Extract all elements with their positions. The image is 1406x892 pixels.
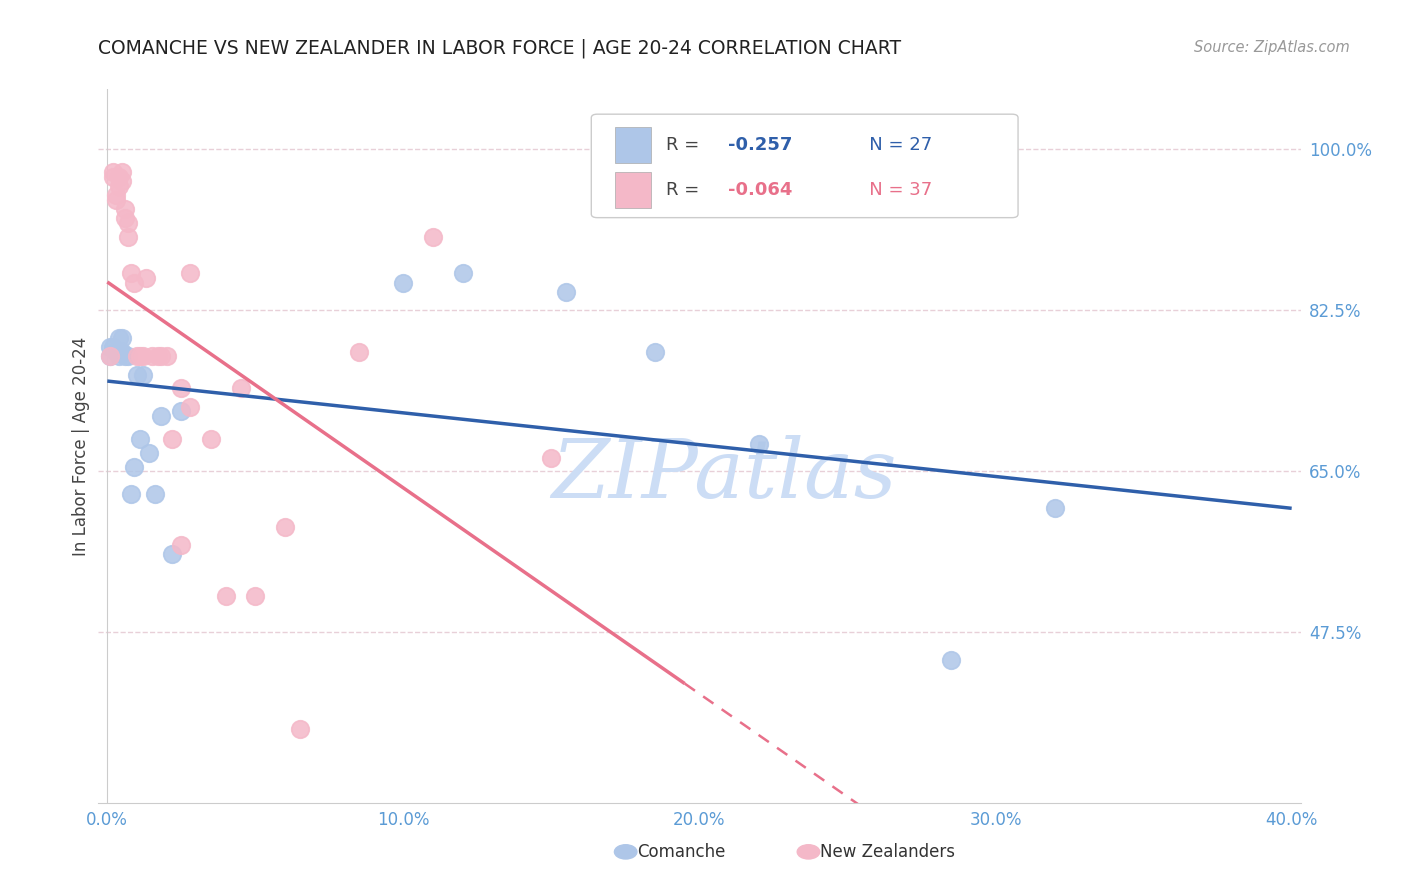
Point: [111, 344, 134, 359]
Point: [120, 487, 142, 501]
Point: [111, 174, 134, 188]
Point: [105, 193, 128, 207]
Point: [162, 432, 184, 446]
Point: [105, 344, 128, 359]
Point: [114, 202, 136, 216]
Point: [274, 519, 297, 533]
Text: COMANCHE VS NEW ZEALANDER IN LABOR FORCE | AGE 20-24 CORRELATION CHART: COMANCHE VS NEW ZEALANDER IN LABOR FORCE…: [98, 38, 901, 58]
Point: [555, 285, 578, 299]
Point: [1043, 501, 1066, 516]
Point: [422, 229, 444, 244]
Point: [120, 266, 142, 280]
Point: [162, 547, 184, 561]
Point: [288, 722, 311, 736]
Point: [132, 349, 155, 363]
Point: [941, 653, 963, 667]
Point: [103, 165, 125, 179]
Point: [117, 349, 139, 363]
Bar: [616, 127, 651, 162]
Point: [215, 589, 238, 603]
Point: [117, 229, 139, 244]
Point: [451, 266, 474, 280]
Point: [105, 188, 128, 202]
Point: [128, 432, 150, 446]
Point: [122, 276, 145, 290]
Point: [125, 368, 148, 382]
Point: [155, 349, 177, 363]
Point: [128, 349, 150, 363]
Point: [149, 409, 172, 423]
Point: [347, 344, 370, 359]
Point: [141, 349, 163, 363]
Point: [111, 165, 134, 179]
Point: [108, 349, 131, 363]
Point: [229, 381, 252, 395]
FancyBboxPatch shape: [592, 114, 1018, 218]
Text: N = 37: N = 37: [852, 181, 932, 199]
Text: ZIPatlas: ZIPatlas: [551, 434, 896, 515]
Text: New Zealanders: New Zealanders: [820, 843, 955, 861]
Point: [98, 349, 121, 363]
Point: [114, 349, 136, 363]
Text: Comanche: Comanche: [637, 843, 725, 861]
Point: [122, 459, 145, 474]
Point: [117, 216, 139, 230]
Point: [108, 178, 131, 193]
Point: [125, 349, 148, 363]
Point: [143, 487, 166, 501]
Point: [114, 211, 136, 226]
Point: [245, 589, 267, 603]
Point: [103, 340, 125, 354]
Point: [146, 349, 169, 363]
Point: [149, 349, 172, 363]
Point: [108, 331, 131, 345]
Text: R =: R =: [666, 136, 704, 153]
Text: Source: ZipAtlas.com: Source: ZipAtlas.com: [1194, 40, 1350, 55]
Text: -0.064: -0.064: [728, 181, 793, 199]
Point: [132, 368, 155, 382]
Point: [170, 381, 193, 395]
Point: [200, 432, 222, 446]
Point: [103, 169, 125, 184]
Point: [748, 436, 770, 450]
Point: [111, 331, 134, 345]
Point: [170, 538, 193, 552]
Point: [392, 276, 415, 290]
Text: N = 27: N = 27: [852, 136, 932, 153]
Bar: [616, 172, 651, 208]
Text: R =: R =: [666, 181, 704, 199]
Point: [108, 169, 131, 184]
Point: [138, 446, 160, 460]
Point: [179, 400, 201, 414]
Point: [179, 266, 201, 280]
Y-axis label: In Labor Force | Age 20-24: In Labor Force | Age 20-24: [72, 336, 90, 556]
Text: -0.257: -0.257: [728, 136, 793, 153]
Point: [540, 450, 562, 465]
Point: [98, 340, 121, 354]
Point: [644, 344, 666, 359]
Point: [98, 349, 121, 363]
Point: [135, 271, 157, 285]
Point: [170, 404, 193, 418]
